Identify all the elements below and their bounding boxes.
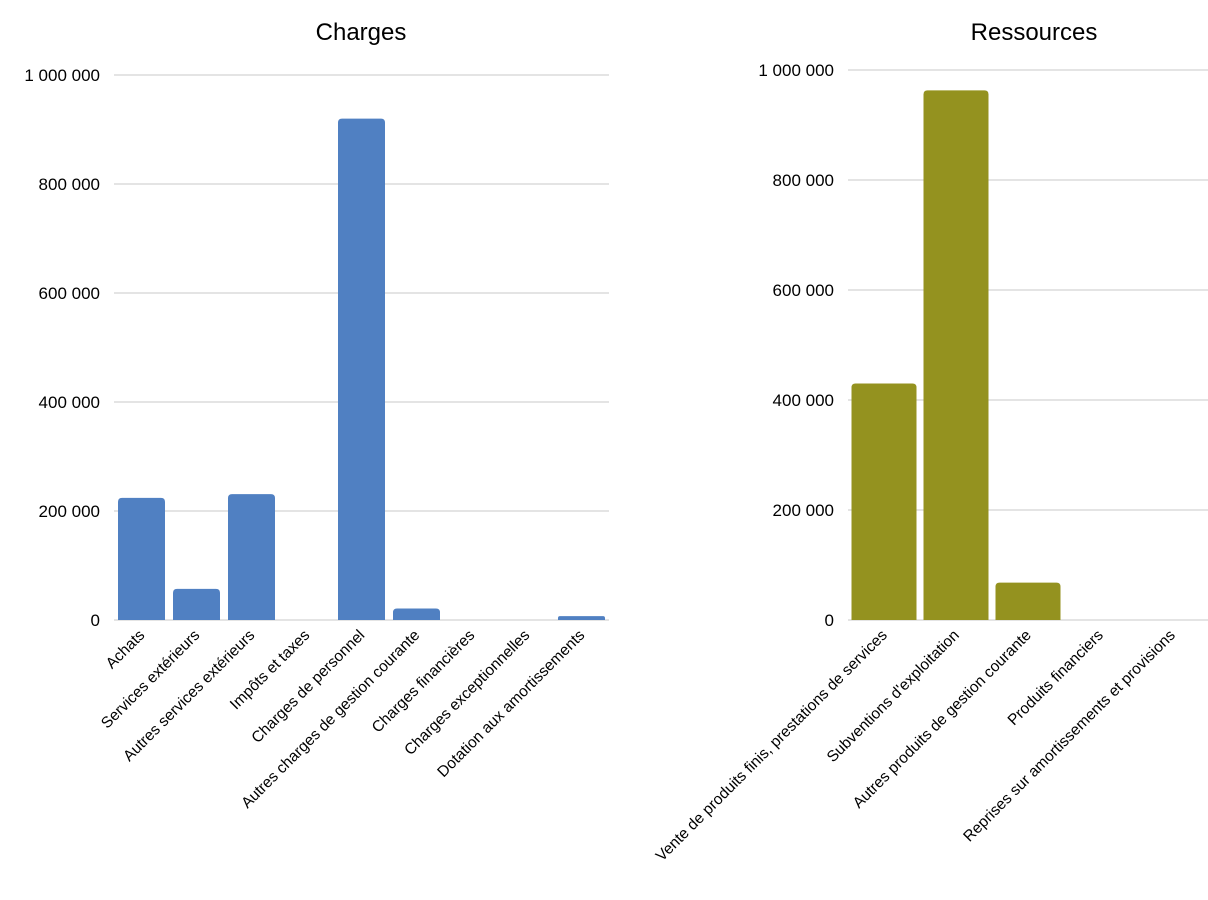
bar [995, 582, 1061, 620]
bar [228, 494, 275, 620]
y-tick-label: 200 000 [773, 501, 834, 520]
y-tick-label: 1 000 000 [758, 61, 834, 80]
y-tick-label: 400 000 [39, 393, 100, 412]
y-tick-label: 0 [825, 611, 834, 630]
bar [558, 616, 605, 620]
bar [851, 383, 917, 620]
bar [393, 608, 440, 620]
y-tick-label: 600 000 [39, 284, 100, 303]
y-tick-label: 400 000 [773, 391, 834, 410]
y-tick-label: 800 000 [773, 171, 834, 190]
bar [173, 588, 220, 620]
y-tick-label: 1 000 000 [24, 66, 100, 85]
y-tick-label: 200 000 [39, 502, 100, 521]
bar [338, 118, 385, 620]
y-tick-label: 800 000 [39, 175, 100, 194]
y-tick-label: 0 [91, 611, 100, 630]
y-tick-label: 600 000 [773, 281, 834, 300]
bar [118, 497, 165, 620]
chart-title: Charges [316, 19, 407, 46]
chart-title: Ressources [971, 19, 1098, 46]
x-tick-label: Subventions d'exploitation [824, 627, 963, 766]
bar [923, 90, 989, 621]
